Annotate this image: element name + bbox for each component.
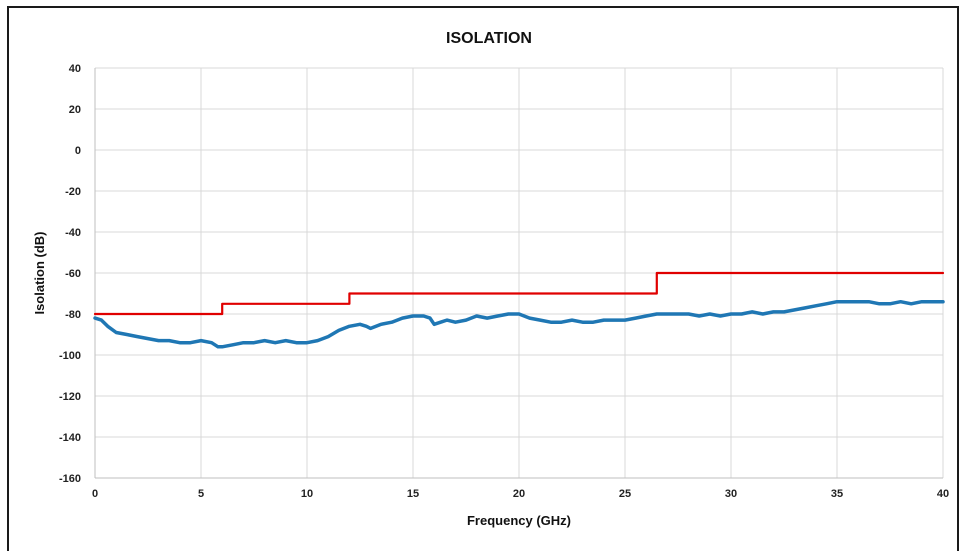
- grid-lines: [94, 67, 944, 479]
- y-tick-label: 40: [69, 63, 81, 75]
- x-tick-label: 15: [407, 488, 419, 500]
- chart-frame: [7, 6, 959, 551]
- y-tick-label: 20: [69, 104, 81, 116]
- y-tick-label: -140: [59, 432, 81, 444]
- y-tick-label: 0: [75, 145, 81, 157]
- y-tick-label: -20: [65, 186, 81, 198]
- y-tick-labels: 40 20 0 -20 -40 -60 -80 -100 -120 -140 -160: [59, 63, 81, 485]
- x-tick-label: 30: [725, 488, 737, 500]
- x-tick-labels: 0 5 10 15 20 25 30 35 40: [92, 488, 949, 500]
- y-tick-label: -40: [65, 227, 81, 239]
- y-tick-label: -60: [65, 268, 81, 280]
- y-axis-label: Isolation (dB): [32, 231, 47, 314]
- y-tick-label: -80: [65, 309, 81, 321]
- x-tick-label: 5: [198, 488, 204, 500]
- y-tick-label: -100: [59, 350, 81, 362]
- series-group: [93, 271, 945, 349]
- axes: [94, 68, 943, 479]
- x-tick-label: 40: [937, 488, 949, 500]
- x-tick-label: 25: [619, 488, 631, 500]
- isolation-measured-line: [93, 299, 945, 349]
- chart-title: ISOLATION: [446, 30, 532, 47]
- x-axis-label: Frequency (GHz): [467, 513, 571, 528]
- x-tick-label: 0: [92, 488, 98, 500]
- x-tick-label: 20: [513, 488, 525, 500]
- y-tick-label: -120: [59, 391, 81, 403]
- x-tick-label: 10: [301, 488, 313, 500]
- isolation-spec-line: [93, 271, 945, 316]
- y-tick-label: -160: [59, 473, 81, 485]
- x-tick-label: 35: [831, 488, 843, 500]
